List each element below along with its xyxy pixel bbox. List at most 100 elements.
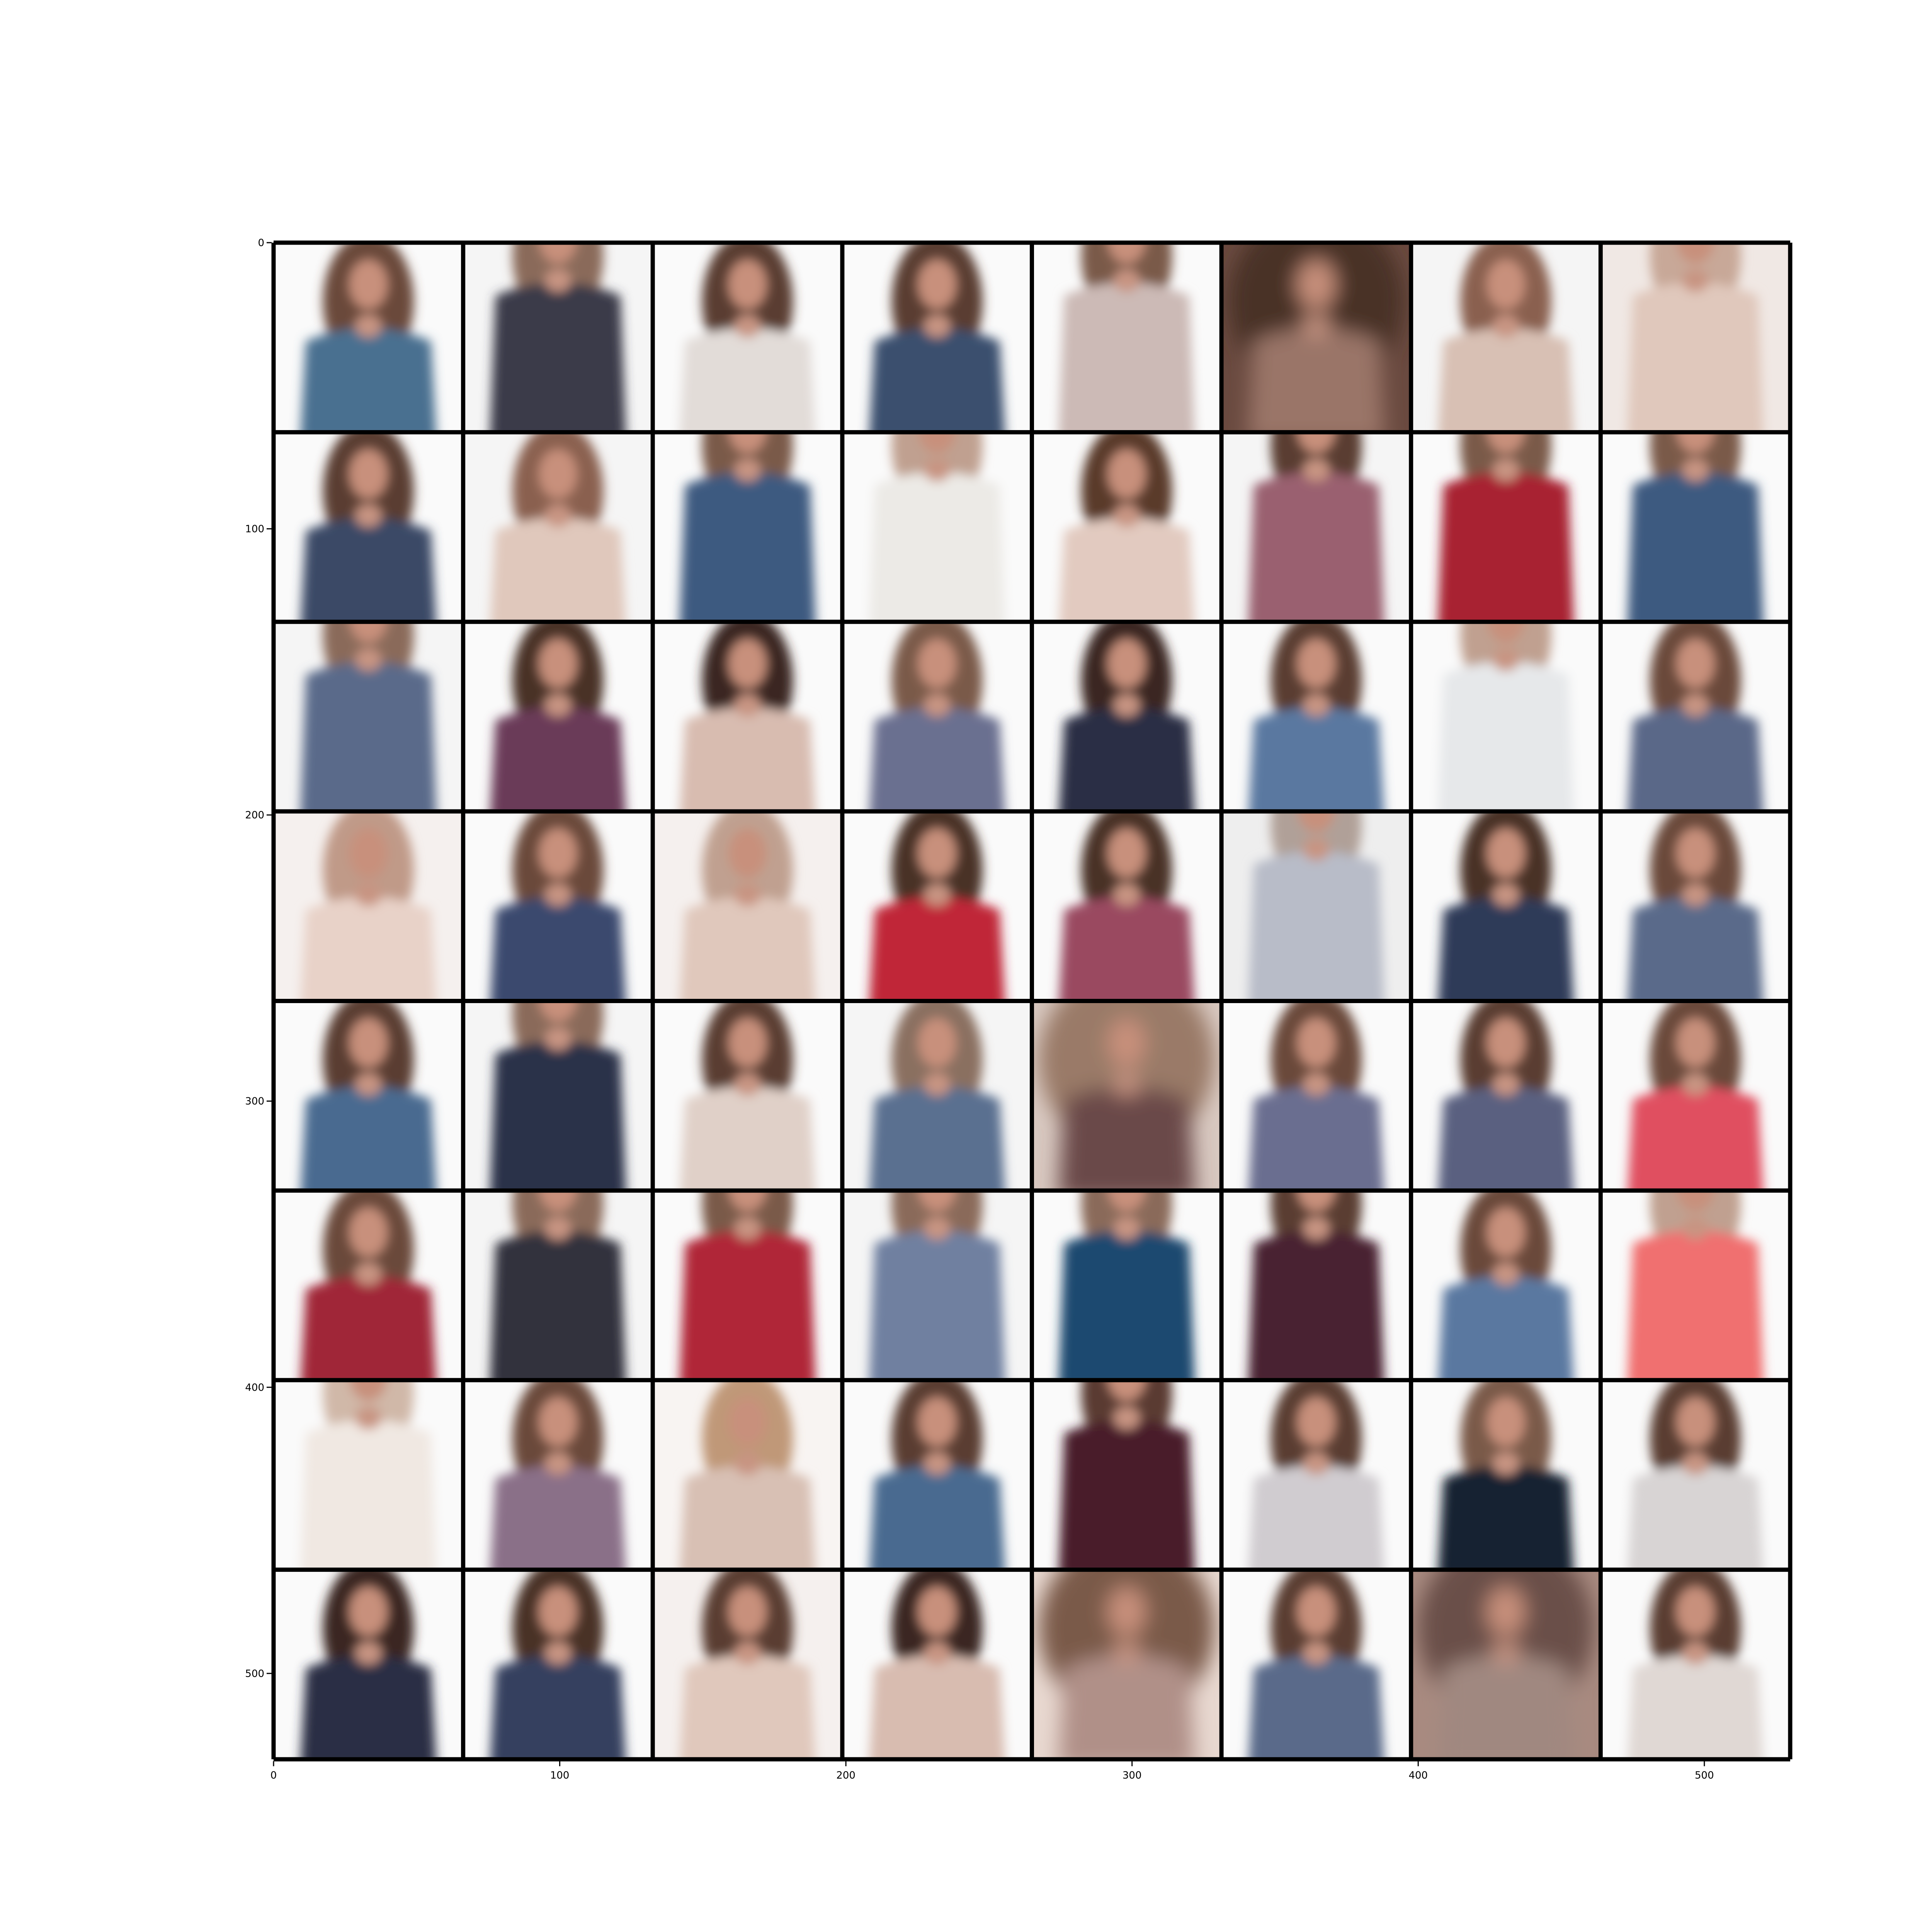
portrait-figure [1628, 1570, 1763, 1759]
neck-shape [1492, 1073, 1519, 1096]
grid-cell-r7-c6 [1411, 1570, 1601, 1759]
face-shape [539, 1397, 577, 1447]
shirt-shape [1248, 707, 1384, 811]
portrait-figure [1628, 1001, 1763, 1191]
neck-shape [734, 459, 761, 482]
grid-cell-r3-c2 [653, 811, 842, 1001]
grid-cell-r2-c1 [463, 622, 653, 811]
shirt-shape [1438, 472, 1574, 622]
shirt-shape [1248, 1465, 1384, 1570]
grid-cell-r1-c7 [1600, 432, 1790, 622]
portrait-figure [680, 1570, 815, 1759]
shirt-shape [490, 1041, 626, 1191]
face-shape [1297, 1018, 1335, 1068]
portrait-figure [1248, 811, 1384, 1001]
shirt-shape [300, 1420, 436, 1570]
grid-cell-r4-c0 [274, 1001, 463, 1191]
grid-cell-r5-c3 [842, 1190, 1032, 1380]
neck-shape [355, 504, 382, 527]
shirt-shape [301, 1276, 436, 1380]
grid-cell-r2-c5 [1221, 622, 1411, 811]
face-shape [1487, 622, 1525, 643]
portrait-figure [1438, 811, 1574, 1001]
face-shape [729, 1190, 767, 1212]
x-tick-label: 100 [550, 1770, 570, 1781]
grid-cell-r4-c5 [1221, 1001, 1411, 1191]
grid-cell-r0-c2 [653, 243, 842, 432]
shirt-shape [680, 707, 815, 811]
face-shape [728, 1397, 767, 1447]
grid-cell-r0-c6 [1411, 243, 1601, 432]
grid-cell-r0-c7 [1600, 243, 1790, 432]
portrait-figure [1628, 1190, 1764, 1380]
face-shape [539, 828, 577, 878]
grid-cell-r5-c6 [1411, 1190, 1601, 1380]
grid-cell-r0-c1 [463, 243, 653, 432]
shirt-shape [490, 1230, 626, 1380]
shirt-shape [490, 1655, 626, 1759]
shirt-shape [1438, 328, 1574, 432]
shirt-shape [1059, 517, 1195, 622]
face-shape [1676, 1018, 1714, 1068]
grid-cell-r5-c1 [463, 1190, 653, 1380]
face-shape [539, 639, 577, 688]
neck-shape [923, 1217, 951, 1240]
neck-shape [734, 315, 761, 338]
face-shape [1297, 1397, 1335, 1447]
neck-shape [923, 315, 951, 338]
portrait-figure [1628, 243, 1764, 432]
grid-cell-r3-c4 [1032, 811, 1222, 1001]
portrait-figure [680, 1001, 815, 1191]
portrait-figure [1248, 432, 1384, 622]
face-shape [1676, 828, 1714, 878]
neck-shape [1113, 1217, 1140, 1240]
shirt-shape [679, 472, 816, 622]
grid-cell-r3-c0 [274, 811, 463, 1001]
neck-shape [1303, 838, 1330, 861]
neck-shape [355, 883, 382, 906]
shirt-shape [1438, 1655, 1574, 1759]
face-shape [1107, 828, 1146, 878]
neck-shape [544, 1641, 571, 1665]
portrait-figure [1059, 243, 1195, 432]
grid-cell-r2-c7 [1600, 622, 1790, 811]
portrait-figure [490, 1001, 626, 1191]
face-shape [1107, 1587, 1146, 1636]
portrait-figure [679, 1190, 816, 1380]
grid-cell-r7-c0 [274, 1570, 463, 1759]
shirt-shape [301, 328, 436, 432]
grid-cell-r1-c5 [1221, 432, 1411, 622]
portrait-figure [1039, 1001, 1214, 1191]
face-shape [1297, 811, 1335, 832]
neck-shape [544, 504, 571, 527]
x-tick-label: 400 [1408, 1770, 1428, 1781]
neck-shape [1113, 1073, 1140, 1096]
face-shape [349, 1208, 388, 1257]
face-shape [1487, 828, 1525, 878]
face-shape [539, 243, 577, 264]
face-shape [728, 1587, 767, 1636]
face-shape [1487, 260, 1525, 309]
portrait-figure [1248, 1570, 1384, 1759]
shirt-shape [1248, 472, 1384, 622]
face-shape [539, 1190, 577, 1212]
shirt-shape [1628, 472, 1764, 622]
face-shape [728, 260, 767, 309]
neck-shape [1492, 1641, 1519, 1665]
y-tick-label: 200 [245, 810, 264, 821]
portrait-figure [301, 1570, 436, 1759]
neck-shape [355, 1406, 382, 1430]
neck-shape [544, 883, 571, 906]
neck-shape [1303, 1641, 1330, 1665]
face-shape [728, 639, 767, 688]
shirt-shape [1059, 1420, 1195, 1570]
face-shape [1677, 1190, 1714, 1212]
portrait-figure [1059, 622, 1195, 811]
neck-shape [923, 459, 951, 482]
face-shape [1297, 639, 1335, 688]
grid-cell-r1-c2 [653, 432, 842, 622]
face-shape [1297, 260, 1335, 309]
x-tick-label: 500 [1695, 1770, 1714, 1781]
neck-shape [1492, 1262, 1519, 1286]
portrait-figure [300, 622, 436, 811]
